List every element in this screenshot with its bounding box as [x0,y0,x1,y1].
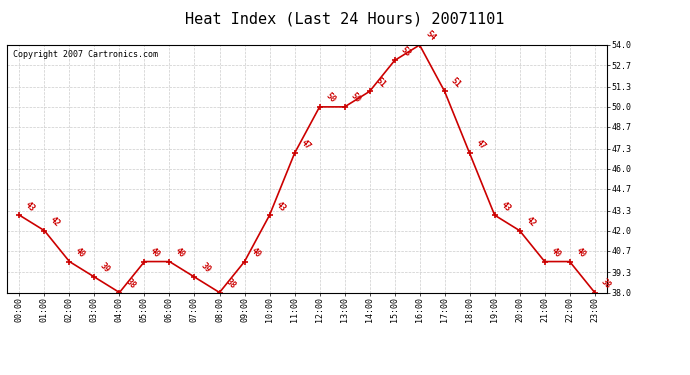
Text: 40: 40 [174,246,187,259]
Text: 40: 40 [148,246,162,259]
Text: 40: 40 [574,246,587,259]
Text: 38: 38 [224,277,237,290]
Text: 43: 43 [274,200,287,213]
Text: 42: 42 [524,215,538,228]
Text: 42: 42 [48,215,62,228]
Text: 38: 38 [124,277,137,290]
Text: 40: 40 [549,246,562,259]
Text: 51: 51 [448,76,462,89]
Text: 47: 47 [299,138,312,151]
Text: 54: 54 [424,29,437,43]
Text: 47: 47 [474,138,487,151]
Text: 39: 39 [99,261,112,275]
Text: 43: 43 [499,200,512,213]
Text: Heat Index (Last 24 Hours) 20071101: Heat Index (Last 24 Hours) 20071101 [186,11,504,26]
Text: 39: 39 [199,261,212,275]
Text: 53: 53 [399,45,412,58]
Text: 43: 43 [23,200,37,213]
Text: 50: 50 [324,91,337,105]
Text: 50: 50 [348,91,362,105]
Text: 40: 40 [74,246,87,259]
Text: 38: 38 [599,277,612,290]
Text: 51: 51 [374,76,387,89]
Text: 40: 40 [248,246,262,259]
Text: Copyright 2007 Cartronics.com: Copyright 2007 Cartronics.com [13,50,158,59]
